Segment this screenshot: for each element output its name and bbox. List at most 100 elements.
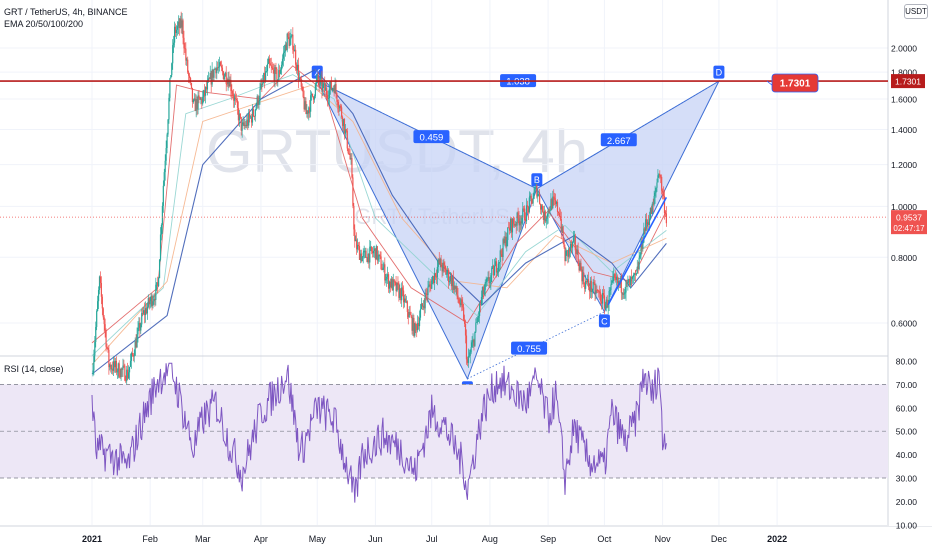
candle-161 (243, 118, 245, 129)
candle-8 (99, 271, 102, 289)
symbol-legend[interactable]: GRT / TetherUS, 4h, BINANCE (4, 7, 128, 17)
candle-378 (447, 265, 449, 281)
candle-237 (314, 82, 316, 99)
candle-body-279 (354, 229, 356, 242)
candle-body-235 (312, 96, 315, 100)
candle-body-167 (249, 113, 251, 118)
candle-480 (542, 205, 545, 225)
candle-568 (625, 280, 627, 301)
candle-body-393 (461, 299, 463, 304)
candle-63 (151, 293, 153, 311)
candle-93 (179, 15, 181, 29)
candle-body-362 (432, 276, 434, 281)
candle-body-89 (175, 29, 178, 34)
target-callout-box (771, 73, 819, 93)
candle-582 (638, 251, 640, 271)
candle-437 (502, 237, 504, 261)
candle-body-563 (620, 277, 622, 293)
candle-body-314 (387, 274, 389, 277)
candle-387 (455, 282, 457, 295)
candle-body-464 (527, 206, 530, 212)
candle-body-548 (606, 299, 608, 308)
candle-body-52 (141, 313, 143, 325)
candle-350 (420, 297, 423, 310)
candle-86 (173, 35, 175, 54)
candle-body-65 (153, 298, 155, 302)
candle-589 (645, 213, 647, 238)
candle-body-323 (395, 281, 397, 292)
time-tick-label-8: Sep (540, 534, 556, 544)
candle-229 (307, 110, 309, 119)
candle-body-133 (217, 67, 219, 69)
candle-284 (358, 241, 361, 261)
candle-17 (108, 344, 110, 375)
candle-510 (570, 239, 573, 254)
candle-69 (157, 276, 159, 294)
candle-body-348 (418, 317, 421, 327)
candle-151 (234, 93, 236, 108)
candle-body-607 (662, 190, 664, 193)
candle-body-128 (212, 69, 214, 78)
candle-410 (477, 315, 479, 325)
candle-body-282 (356, 244, 359, 250)
candle-body-110 (195, 99, 197, 111)
rsi-legend[interactable]: RSI (14, close) (4, 364, 64, 374)
candle-492 (554, 192, 556, 206)
candle-body-230 (308, 107, 310, 114)
candle-body-425 (491, 267, 493, 276)
candle-159 (241, 119, 243, 138)
candle-body-151 (234, 97, 236, 101)
candle-body-468 (531, 198, 533, 204)
rsi-tick-label-4: 40.00 (896, 450, 918, 460)
candle-body-280 (355, 239, 357, 242)
candle-298 (372, 247, 374, 258)
candle-body-41 (130, 353, 133, 361)
candle-206 (285, 42, 287, 51)
candle-body-67 (155, 284, 157, 300)
time-tick-label-7: Aug (482, 534, 498, 544)
candle-594 (649, 207, 652, 220)
candle-204 (283, 44, 285, 61)
candle-540 (599, 285, 601, 300)
candle-70 (158, 276, 160, 287)
candle-body-354 (424, 293, 426, 309)
candle-body-594 (649, 207, 652, 219)
candle-567 (624, 286, 626, 299)
candle-248 (325, 83, 327, 91)
quote-currency-badge[interactable]: USDT (904, 4, 928, 19)
candle-65 (153, 293, 155, 305)
candle-body-502 (563, 242, 565, 248)
candle-body-307 (380, 256, 382, 270)
candle-body-346 (417, 323, 419, 331)
candle-body-390 (458, 299, 460, 304)
candle-455 (519, 215, 521, 234)
candle-327 (399, 283, 401, 301)
candle-body-546 (604, 304, 606, 309)
candle-96 (182, 18, 184, 45)
candle-137 (220, 60, 223, 72)
candle-body-251 (327, 98, 330, 99)
candle-body-138 (221, 67, 224, 72)
candle-303 (376, 245, 378, 265)
candle-383 (451, 276, 453, 293)
candle-body-369 (438, 259, 440, 263)
candle-body-107 (192, 99, 194, 103)
current-price-tag-bg (891, 210, 927, 235)
candle-body-240 (317, 75, 319, 82)
candle-body-29 (119, 376, 121, 378)
candle-body-549 (607, 303, 609, 308)
candle-body-511 (571, 241, 574, 248)
candle-302 (375, 244, 377, 260)
candle-357 (427, 280, 429, 302)
candle-0 (92, 363, 94, 377)
candle-body-372 (441, 267, 443, 272)
candle-body-486 (548, 209, 550, 212)
candle-body-202 (281, 58, 284, 65)
candle-body-148 (231, 91, 233, 94)
candle-472 (535, 182, 537, 190)
ema-legend[interactable]: EMA 20/50/100/200 (4, 19, 84, 29)
candle-body-194 (274, 67, 276, 82)
candle-14 (105, 328, 107, 352)
candle-body-193 (273, 70, 275, 82)
